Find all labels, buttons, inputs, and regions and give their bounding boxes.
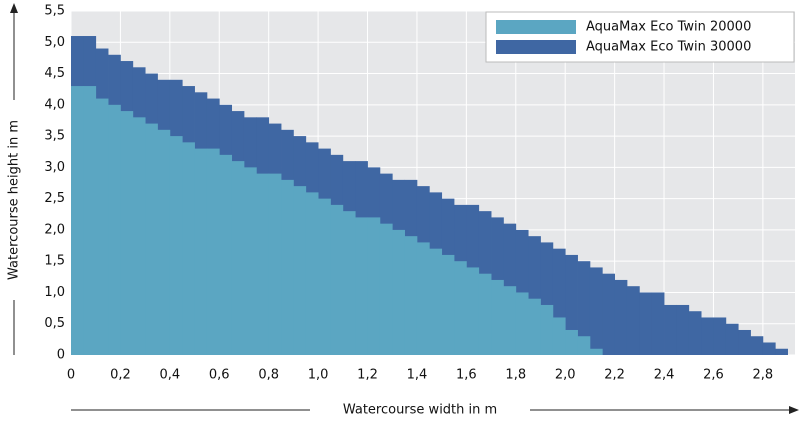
step-bar: [503, 286, 517, 355]
step-bar: [639, 292, 653, 355]
step-bar: [83, 86, 97, 356]
step-bar: [577, 336, 591, 355]
step-bar: [466, 267, 480, 355]
step-bar: [441, 254, 455, 355]
y-arrow-head: [10, 3, 18, 13]
x-tick-label: 2,6: [703, 368, 724, 383]
step-bar: [169, 136, 183, 355]
y-tick-label: 2,5: [44, 191, 65, 206]
step-bar: [750, 336, 764, 355]
y-tick-label: 0: [57, 348, 65, 363]
step-bar: [725, 323, 739, 355]
step-bar: [577, 261, 591, 355]
x-tick-label: 0: [67, 368, 75, 383]
step-bar: [738, 329, 751, 355]
step-bar: [293, 186, 307, 355]
x-tick-label: 2,2: [604, 368, 625, 383]
step-bar: [268, 173, 282, 355]
step-bar: [145, 123, 158, 355]
step-bar: [416, 242, 430, 355]
step-bar: [71, 86, 84, 356]
step-bar: [602, 273, 616, 355]
x-tick-label: 0,2: [110, 368, 131, 383]
step-bar: [231, 161, 245, 355]
step-bar: [540, 304, 554, 355]
x-arrow-head: [789, 406, 799, 414]
step-bar: [626, 286, 640, 355]
step-bar: [552, 317, 566, 355]
legend-swatch: [496, 40, 576, 54]
step-bar: [318, 198, 331, 355]
step-bar: [256, 173, 270, 355]
step-bar: [206, 148, 220, 355]
step-bar: [454, 261, 467, 355]
step-bar: [528, 298, 541, 355]
y-tick-label: 1,5: [44, 254, 65, 269]
y-tick-label: 5,0: [44, 35, 65, 50]
marks: [71, 36, 788, 356]
step-bar: [305, 192, 319, 355]
y-tick-label: 4,0: [44, 97, 65, 112]
y-tick-label: 4,5: [44, 66, 65, 81]
x-tick-label: 0,4: [159, 368, 180, 383]
x-tick-label: 0,8: [258, 368, 279, 383]
legend: AquaMax Eco Twin 20000 AquaMax Eco Twin 3…: [485, 11, 795, 63]
y-tick-label: 3,5: [44, 129, 65, 144]
step-bar: [342, 211, 356, 355]
x-tick-label: 1,0: [308, 368, 329, 383]
step-bar: [589, 267, 603, 355]
step-bar: [132, 117, 146, 355]
y-tick-label: 1,0: [44, 285, 65, 300]
step-bar: [491, 279, 504, 355]
step-bar: [367, 217, 381, 355]
x-tick-label: 1,6: [456, 368, 477, 383]
x-tick-label: 0,6: [209, 368, 230, 383]
x-tick-label: 1,4: [407, 368, 428, 383]
y-tick-label: 0,5: [44, 316, 65, 331]
step-bar: [651, 292, 665, 355]
x-axis-label: Watercourse width in m: [343, 403, 497, 418]
ticks: 0 0,5 1,0 1,5 2,0 2,5 3,0 3,5 4,0 4,5 5,0 5,5 0 0,2 0,…: [44, 4, 773, 383]
step-bar: [515, 292, 529, 355]
step-bar: [565, 329, 578, 355]
step-bar: [194, 148, 208, 355]
x-tick-label: 1,2: [357, 368, 378, 383]
legend-swatch: [496, 20, 576, 34]
step-bar: [281, 179, 294, 355]
step-bar: [713, 317, 727, 355]
step-bar: [676, 304, 690, 355]
step-bar: [120, 111, 134, 355]
y-tick-label: 3,0: [44, 160, 65, 175]
step-bar: [664, 304, 677, 355]
step-bar: [429, 248, 443, 355]
step-bar: [95, 98, 109, 356]
step-bar: [404, 236, 418, 355]
step-bar: [157, 129, 171, 355]
y-tick-label: 5,5: [44, 4, 65, 19]
step-bar: [589, 348, 603, 355]
y-tick-label: 2,0: [44, 222, 65, 237]
step-bar: [182, 142, 195, 355]
step-bar: [478, 273, 492, 355]
step-bar: [392, 229, 405, 355]
x-tick-label: 2,8: [753, 368, 774, 383]
legend-label: AquaMax Eco Twin 20000: [586, 20, 751, 35]
x-tick-label: 2,0: [555, 368, 576, 383]
step-bar: [330, 204, 344, 355]
step-bar: [614, 279, 628, 355]
x-tick-label: 1,8: [505, 368, 526, 383]
step-bar: [243, 167, 257, 355]
x-tick-label: 2,4: [654, 368, 675, 383]
step-bar: [108, 104, 121, 356]
step-bar: [379, 223, 393, 355]
step-bar: [355, 217, 368, 355]
legend-label: AquaMax Eco Twin 30000: [586, 40, 751, 55]
step-bar: [775, 348, 788, 355]
step-bar: [762, 342, 776, 355]
y-axis-label: Watercourse height in m: [7, 120, 22, 280]
step-bar: [701, 317, 714, 355]
step-bar: [219, 154, 233, 355]
step-bar: [688, 311, 702, 355]
